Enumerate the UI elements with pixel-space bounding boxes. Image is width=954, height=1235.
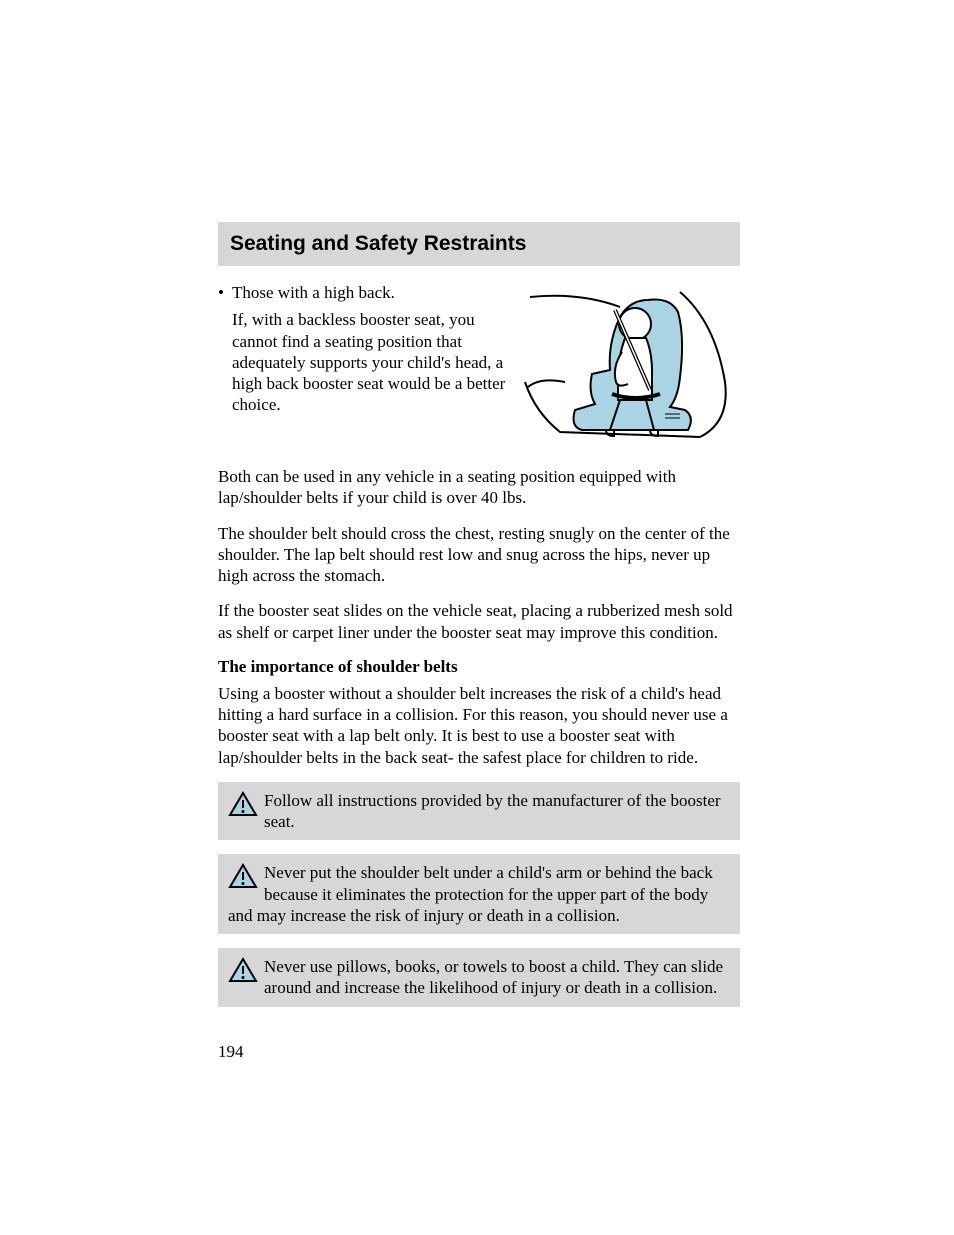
warning-text-2: Never put the shoulder belt under a chil…: [228, 863, 713, 925]
content-area: • Those with a high back. If, with a bac…: [218, 282, 740, 1007]
warning-text-1: Follow all instructions provided by the …: [264, 791, 721, 831]
bullet-text-column: • Those with a high back. If, with a bac…: [218, 282, 520, 416]
warning-box-3: Never use pillows, books, or towels to b…: [218, 948, 740, 1007]
paragraph-2: The shoulder belt should cross the chest…: [218, 523, 740, 587]
bullet-text: Those with a high back.: [232, 282, 395, 303]
sub-heading: The importance of shoulder belts: [218, 657, 740, 677]
page-number: 194: [218, 1042, 244, 1062]
warning-icon: [228, 791, 258, 822]
bullet-sub-paragraph: If, with a backless booster seat, you ca…: [232, 309, 512, 415]
warning-box-1: Follow all instructions provided by the …: [218, 782, 740, 841]
section-title: Seating and Safety Restraints: [230, 232, 526, 256]
bullet-symbol: •: [218, 282, 232, 303]
warning-icon: [228, 957, 258, 988]
warning-icon: [228, 863, 258, 894]
warning-box-2: Never put the shoulder belt under a chil…: [218, 854, 740, 934]
paragraph-4: Using a booster without a shoulder belt …: [218, 683, 740, 768]
bullet-item: • Those with a high back.: [218, 282, 512, 303]
booster-seat-illustration: [520, 282, 740, 452]
paragraph-1: Both can be used in any vehicle in a sea…: [218, 466, 740, 509]
paragraph-3: If the booster seat slides on the vehicl…: [218, 600, 740, 643]
section-header: Seating and Safety Restraints: [218, 222, 740, 266]
bullet-with-illustration-row: • Those with a high back. If, with a bac…: [218, 282, 740, 452]
warning-text-3: Never use pillows, books, or towels to b…: [264, 957, 723, 997]
